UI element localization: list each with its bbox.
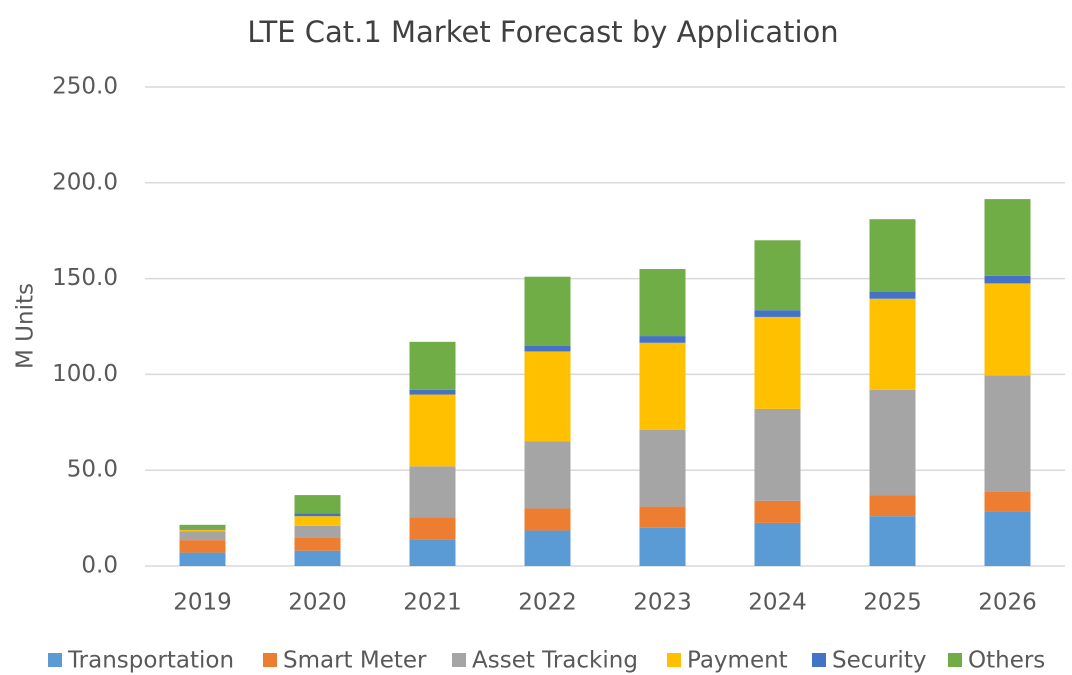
bar-segment <box>869 292 916 299</box>
legend-label: Transportation <box>67 648 234 674</box>
bar-segment <box>869 495 916 517</box>
y-axis-label: M Units <box>13 283 39 369</box>
y-tick-label: 200.0 <box>52 169 118 195</box>
bar-segment <box>639 429 686 507</box>
bar-segment <box>754 240 801 311</box>
bar-segment <box>984 491 1031 512</box>
bar-segment <box>984 375 1031 492</box>
bar-segment <box>179 524 226 529</box>
bar-segment <box>639 342 686 430</box>
legend-swatch <box>263 653 277 667</box>
bar-segment <box>639 269 686 337</box>
bar-segment <box>984 275 1031 284</box>
bar-segment <box>179 540 226 553</box>
bar-segment <box>754 500 801 523</box>
x-tick-label: 2019 <box>173 590 232 616</box>
legend-label: Payment <box>687 648 788 674</box>
bar-segment <box>294 537 341 551</box>
bar-segment <box>294 525 341 538</box>
bar-segment <box>294 550 341 566</box>
legend-swatch <box>667 653 681 667</box>
legend-swatch <box>452 653 466 667</box>
bar-segment <box>409 539 456 566</box>
bar-segment <box>754 310 801 317</box>
bar-segment <box>409 466 456 518</box>
bar-segment <box>984 283 1031 376</box>
legend-swatch <box>48 653 62 667</box>
bar-segment <box>294 513 341 517</box>
bar-segment <box>524 508 571 531</box>
y-tick-label: 0.0 <box>81 553 118 579</box>
bar-segment <box>869 516 916 566</box>
bar-segment <box>294 516 341 526</box>
legend-swatch <box>812 653 826 667</box>
bar-segment <box>984 199 1031 276</box>
legend-label: Smart Meter <box>283 648 427 674</box>
x-tick-label: 2023 <box>633 590 692 616</box>
bar-segment <box>524 441 571 509</box>
y-tick-label: 50.0 <box>67 457 118 483</box>
legend-label: Security <box>832 648 926 674</box>
bar-segment <box>179 552 226 566</box>
chart-title: LTE Cat.1 Market Forecast by Application <box>247 15 838 49</box>
bar-segment <box>409 389 456 395</box>
bar-segment <box>639 336 686 343</box>
x-tick-label: 2026 <box>978 590 1037 616</box>
y-tick-label: 250.0 <box>52 74 118 100</box>
bar-segment <box>294 495 341 514</box>
bar-segment <box>869 219 916 293</box>
legend-label: Others <box>968 648 1045 674</box>
bar-segment <box>754 408 801 501</box>
bar-segment <box>639 506 686 528</box>
y-tick-label: 150.0 <box>52 265 118 291</box>
bar-segment <box>524 351 571 442</box>
bar-segment <box>524 530 571 566</box>
bar-segment <box>409 517 456 540</box>
legend-label: Asset Tracking <box>472 648 638 674</box>
bar-segment <box>754 316 801 409</box>
x-tick-label: 2025 <box>863 590 922 616</box>
y-tick-label: 100.0 <box>52 361 118 387</box>
x-tick-label: 2022 <box>518 590 577 616</box>
bar-segment <box>869 389 916 496</box>
x-tick-label: 2024 <box>748 590 807 616</box>
bar-segment <box>524 345 571 352</box>
bar-segment <box>179 531 226 541</box>
bar-segment <box>754 522 801 566</box>
legend-swatch <box>948 653 962 667</box>
bar-segment <box>409 394 456 467</box>
x-tick-label: 2020 <box>288 590 347 616</box>
bar-segment <box>984 511 1031 566</box>
bar-segment <box>179 529 226 532</box>
x-tick-label: 2021 <box>403 590 462 616</box>
bar-segment <box>409 341 456 390</box>
bar-segment <box>869 298 916 390</box>
bar-segment <box>179 528 226 530</box>
bar-segment <box>524 276 571 346</box>
bar-segment <box>639 527 686 566</box>
